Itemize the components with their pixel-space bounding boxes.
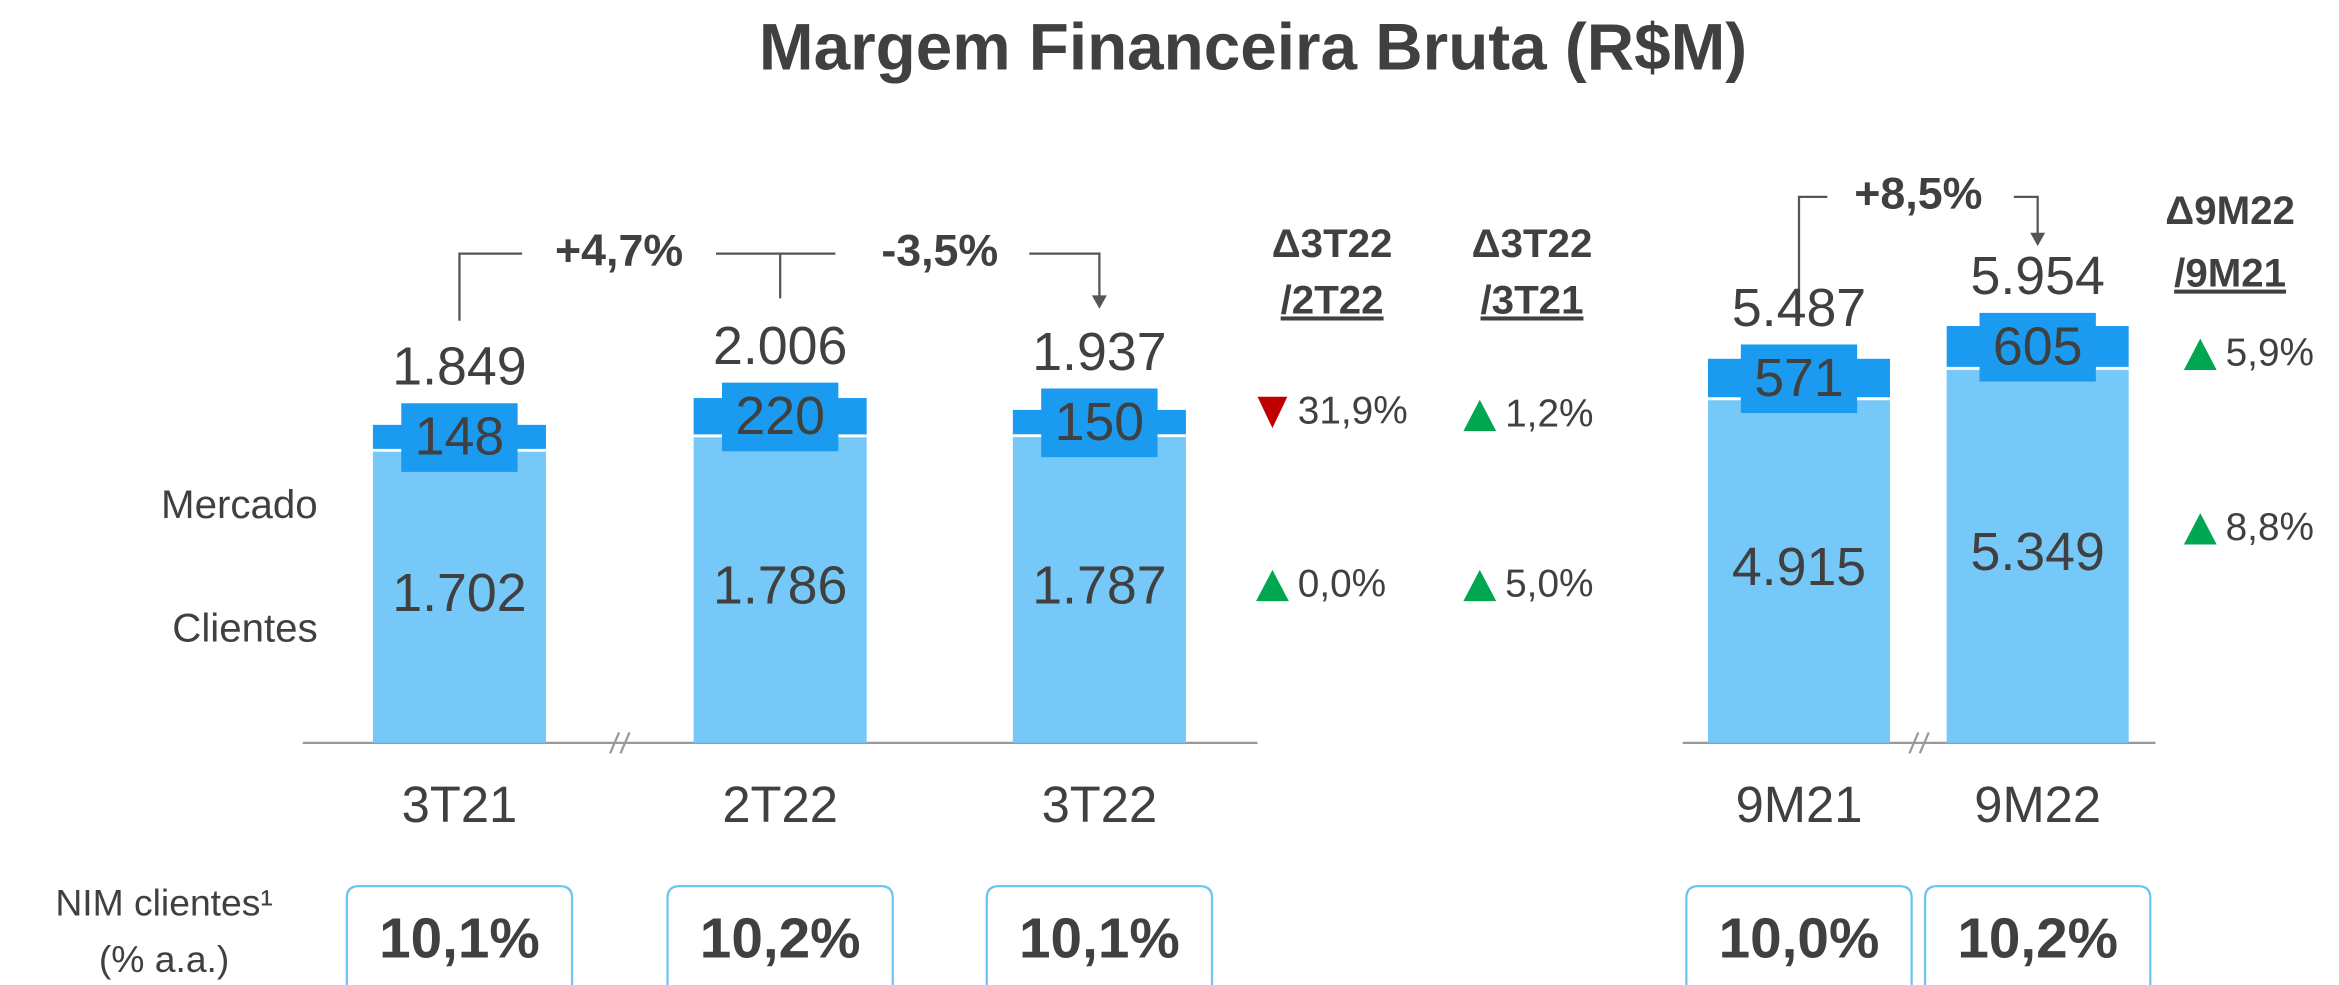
break [1908,732,1920,754]
arrow-head [1091,295,1107,309]
bar-clientes [1012,435,1186,743]
bar-clientes [693,435,867,743]
variation-arrow [2183,338,2217,370]
change-brackets [458,195,2039,321]
nim-box [985,884,1214,985]
total-label: 5.487 [1732,278,1866,338]
variation-value: 5,9% [2226,331,2314,374]
variation-value: 5,0% [1505,563,1593,606]
change-label: +4,7% [555,225,683,275]
x-tick-label: 2T22 [722,776,838,833]
bar-clientes [372,450,546,743]
clientes-label: 4.915 [1732,537,1866,597]
variation-header: /9M21 [2174,251,2286,296]
mercado-label: 571 [1754,348,1844,408]
change-label: -3,5% [881,225,998,275]
mercado-label-box [1041,388,1158,458]
bracket [2013,195,2039,236]
nim-value: 10,0% [1719,908,1880,971]
arrow-head [2030,232,2046,247]
nim-box [666,884,894,985]
nim-value: 10,2% [1957,908,2118,971]
break [1918,732,1930,754]
variation-header: Δ3T22 [1472,221,1593,266]
bracket [458,252,523,321]
bar-clientes [1708,398,1890,743]
variation-arrow [1463,569,1497,602]
bracket [1797,195,1828,321]
x-tick-label: 9M21 [1736,776,1863,833]
variation-arrow [1256,569,1289,602]
clientes-label: 5.349 [1970,522,2104,582]
x-tick-label: 9M22 [1974,776,2101,833]
nim-value: 10,2% [700,908,861,971]
nim-box [1923,884,2152,985]
nim-title: NIM clientes¹ [55,881,273,923]
mercado-label: 148 [415,407,505,467]
variation-value: 0,0% [1298,563,1386,606]
variation-header: /2T22 [1281,277,1384,322]
legend-clientes: Clientes [172,606,317,651]
nim-unit: (% a.a.) [99,938,230,980]
clientes-label: 1.787 [1032,555,1166,615]
total-label: 5.954 [1970,246,2104,306]
variation-value: 8,8% [2226,506,2314,549]
mercado-label-box [401,403,518,472]
title: Margem Financeira Bruta (R$M) [759,11,1747,84]
change-label: +8,5% [1854,169,1982,219]
mercado-label-box [1740,344,1858,414]
variation-header: Δ3T22 [1272,221,1393,266]
nim-box [345,884,574,985]
x-tick-label: 3T22 [1042,776,1158,833]
variation-header: Δ9M22 [2165,188,2295,233]
clientes-label: 1.702 [392,563,526,623]
break [619,732,631,754]
total-label: 2.006 [713,316,847,376]
variation-header: /3T21 [1481,277,1584,322]
nim-value: 10,1% [379,908,540,971]
total-label: 1.849 [392,337,526,397]
mercado-label: 150 [1055,392,1145,452]
variation-value: 1,2% [1505,392,1593,435]
x-tick-label: 3T21 [402,776,518,833]
mercado-label-box [1979,312,2096,382]
axis-breaks [302,732,2156,754]
variation-arrow [2183,513,2217,545]
variation-arrow [1257,396,1288,429]
variation-arrow [1463,399,1497,432]
mercado-label: 220 [735,386,825,446]
mercado-label-box [721,382,839,452]
legend-mercado: Mercado [161,482,318,527]
bar-clientes [1946,368,2129,743]
clientes-label: 1.786 [713,556,847,616]
nim-box [1685,884,1913,985]
break [609,732,621,754]
variation-value: 31,9% [1298,389,1408,432]
nim-value: 10,1% [1019,908,1180,971]
mercado-label: 605 [1993,316,2083,376]
bracket [1029,252,1101,299]
total-label: 1.937 [1032,322,1166,382]
